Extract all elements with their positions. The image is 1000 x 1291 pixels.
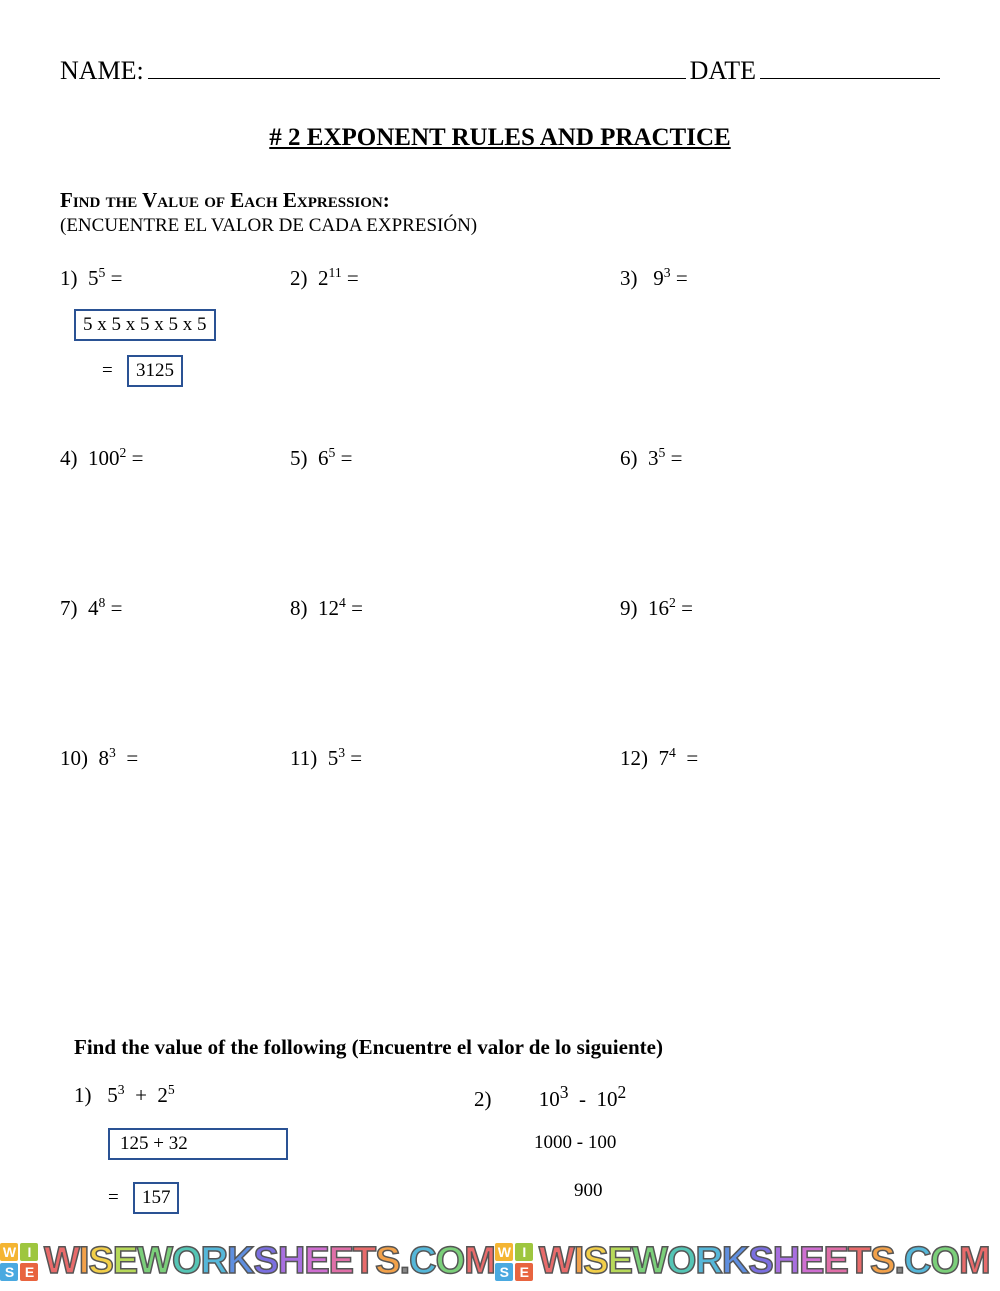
date-input-line[interactable] [760, 50, 940, 79]
s2b-step1: 1000 - 100 [534, 1132, 940, 1154]
page-title: # 2 EXPONENT RULES AND PRACTICE [60, 124, 940, 152]
section2-title: Find the value of the following (Encuent… [74, 1035, 940, 1060]
instruction-es: (ENCUENTRE EL VALOR DE CADA EXPRESIÓN) [60, 215, 940, 237]
answer-box[interactable]: 3125 [127, 355, 183, 387]
s2b-answer: 900 [574, 1180, 940, 1202]
problem-5: 5) 65 = [290, 445, 620, 471]
problem-6: 6) 35 = [620, 445, 940, 471]
s2-problem-1: 1) 53 + 25 [74, 1082, 474, 1108]
watermark-half-1: WISE WISEWORKSHEETS.COM [0, 1240, 495, 1283]
problem-4: 4) 1002 = [60, 445, 290, 471]
problem-9: 9) 162 = [620, 595, 940, 621]
s2a-step1-box[interactable]: 125 + 32 [108, 1128, 288, 1160]
wise-logo-icon: WISE [495, 1243, 533, 1281]
problem-1: 1) 55 = [60, 265, 290, 291]
problem-10: 10) 83 = [60, 745, 290, 771]
wise-logo-icon: WISE [0, 1243, 38, 1281]
expansion-box[interactable]: 5 x 5 x 5 x 5 x 5 [74, 309, 216, 341]
watermark-half-2: WISE WISEWORKSHEETS.COM [495, 1240, 990, 1283]
s2-problem-2: 2) 103 - 102 [474, 1082, 940, 1112]
instruction-en: Find the Value of Each Expression: [60, 188, 940, 213]
section2-grid: 1) 53 + 25 125 + 32 = 157 2) 103 - 102 1… [74, 1082, 940, 1214]
problem-2: 2) 211 = [290, 265, 620, 291]
name-input-line[interactable] [148, 50, 686, 79]
problem-3: 3) 93 = [620, 265, 940, 291]
watermark: WISE WISEWORKSHEETS.COM WISE WISEWORKSHE… [0, 1240, 1000, 1283]
problem-7: 7) 48 = [60, 595, 290, 621]
name-label: NAME: [60, 56, 144, 86]
date-label: DATE [690, 56, 756, 86]
problem-12: 12) 74 = [620, 745, 940, 771]
problem-8: 8) 124 = [290, 595, 620, 621]
problem-11: 11) 53 = [290, 745, 620, 771]
s2a-answer-box[interactable]: 157 [133, 1182, 180, 1214]
header-line: NAME: DATE [60, 50, 940, 86]
problems-grid: 1) 55 = 5 x 5 x 5 x 5 x 5 = 3125 2) 211 … [60, 265, 940, 895]
problem-1-work: 5 x 5 x 5 x 5 x 5 = 3125 [74, 309, 290, 387]
